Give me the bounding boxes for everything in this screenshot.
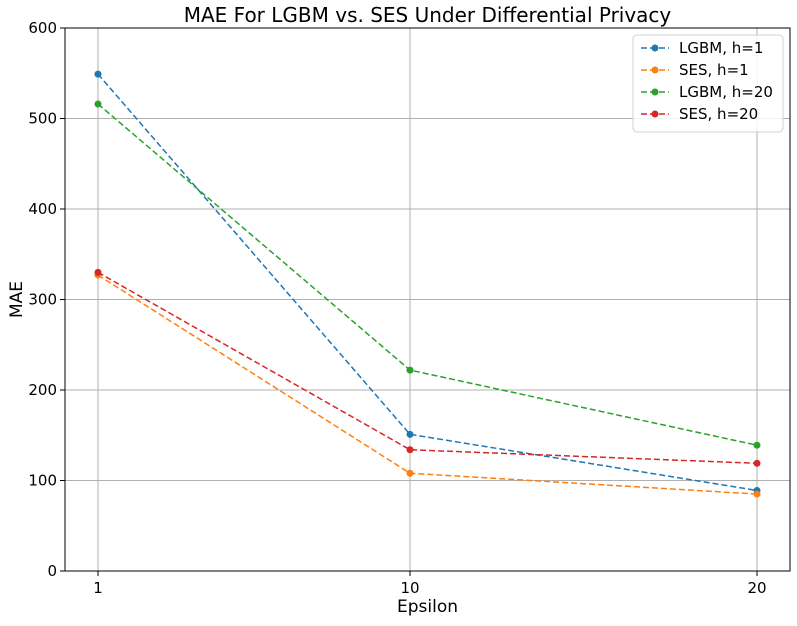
legend: LGBM, h=1 SES, h=1 LGBM, h=20 SES, h=20 [632,34,784,133]
x-axis-label: Epsilon [397,597,458,617]
legend-label: LGBM, h=1 [679,39,763,57]
series-line [97,271,758,465]
y-tick-label: 600 [28,19,57,37]
y-tick-label: 400 [28,200,57,218]
chart-title: MAE For LGBM vs. SES Under Differential … [184,3,672,27]
y-axis-label: MAE [7,281,27,318]
x-tick-label: 10 [400,579,419,597]
series-layer [94,70,761,498]
data-point [753,441,761,449]
data-point [406,366,414,374]
data-point [94,100,102,108]
legend-swatch-marker [651,44,659,52]
y-tick-label: 0 [47,562,57,580]
data-point [753,459,761,467]
series-line [97,73,758,492]
tick-layer: 0 100 200 300 400 500 600 1 10 20 [28,19,766,597]
legend-swatch-marker [651,66,659,74]
data-point [94,70,102,78]
legend-swatch-marker [651,110,659,118]
legend-label: LGBM, h=20 [679,83,773,101]
data-point [753,490,761,498]
data-point [94,268,102,276]
y-tick-label: 300 [28,291,57,309]
x-tick-label: 1 [93,579,103,597]
data-point [406,430,414,438]
legend-box [632,34,784,133]
legend-swatch-marker [651,88,659,96]
data-point [406,469,414,477]
legend-label: SES, h=20 [679,105,758,123]
legend-label: SES, h=1 [679,61,749,79]
y-tick-label: 500 [28,110,57,128]
data-point [406,446,414,454]
y-tick-label: 200 [28,381,57,399]
y-tick-label: 100 [28,472,57,490]
x-tick-label: 20 [747,579,766,597]
